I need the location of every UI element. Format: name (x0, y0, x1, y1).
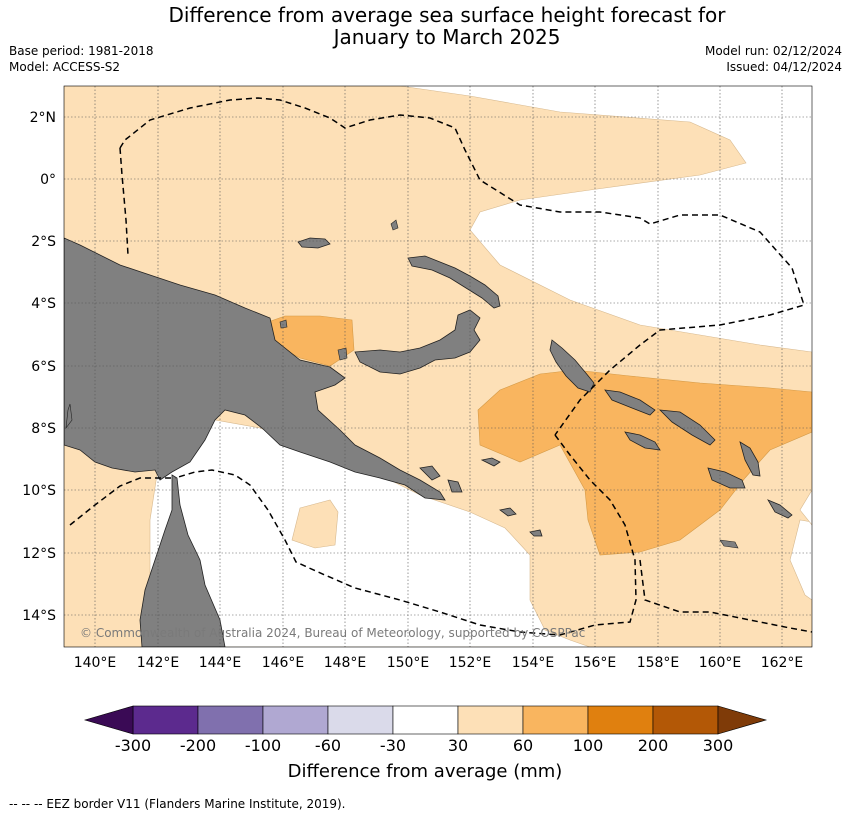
lon-label: 162°E (761, 655, 804, 671)
colorbar-tick-label: -200 (180, 736, 216, 755)
colorbar-tick-label: -300 (115, 736, 151, 755)
colorbar-segment (327, 705, 394, 735)
colorbar-segment (587, 705, 654, 735)
issued-date: Issued: 04/12/2024 (726, 60, 842, 74)
eez-legend-note: -- -- -- EEZ border V11 (Flanders Marine… (9, 797, 346, 811)
colorbar-segment (262, 705, 329, 735)
colorbar-tick-label: 30 (448, 736, 468, 755)
lon-label: 154°E (512, 655, 555, 671)
model-name: Model: ACCESS-S2 (9, 60, 121, 74)
colorbar-tick-label: 200 (638, 736, 669, 755)
eez-australia (69, 477, 175, 526)
colorbar-tick-label: 300 (703, 736, 734, 755)
colorbar-segment (652, 705, 719, 735)
lat-label: 4°S (31, 296, 56, 312)
lon-label: 152°E (449, 655, 492, 671)
title-line-2: January to March 2025 (333, 25, 561, 49)
colorbar-tick-labels: -300 -200 -100 -60 -30 30 60 100 200 300 (115, 736, 733, 755)
land-guadalcanal (707, 467, 746, 489)
meta-right: Model run: 02/12/2024 Issued: 04/12/2024 (705, 43, 842, 75)
colorbar-extend-low (83, 705, 134, 735)
land-louisiade (480, 457, 543, 537)
colorbar-segment (457, 705, 524, 735)
latitude-labels: 2°N 0° 2°S 4°S 6°S 8°S 10°S 12°S 14°S (22, 110, 56, 624)
land-makira (767, 499, 793, 519)
copyright-note: © Commonwealth of Australia 2024, Bureau… (80, 626, 585, 640)
colorbar-segment (132, 705, 199, 735)
colorbar (83, 705, 768, 735)
eez-borders (69, 97, 812, 636)
eez-solomon-east (639, 559, 812, 633)
title-line-1: Difference from average sea surface heig… (168, 3, 726, 27)
eez-png-north (119, 97, 805, 436)
lat-label: 6°S (31, 359, 56, 375)
land-santa-isabel (658, 409, 716, 446)
colorbar-tick-label: 100 (573, 736, 604, 755)
land-choiseul (604, 389, 656, 416)
anomaly-patch-gulf (291, 499, 339, 549)
base-period: Base period: 1981-2018 (9, 44, 154, 58)
chart-title: Difference from average sea surface heig… (0, 4, 850, 48)
gridlines (64, 86, 812, 647)
colorbar-title: Difference from average (mm) (287, 761, 563, 782)
eez-png-west (119, 147, 129, 256)
colorbar-segment (392, 705, 459, 735)
lon-label: 150°E (387, 655, 430, 671)
lat-label: 0° (40, 172, 56, 188)
colorbar-extend-high (717, 705, 768, 735)
colorbar-segment (197, 705, 264, 735)
colorbar-tick-label: -100 (245, 736, 281, 755)
lat-label: 2°N (30, 110, 56, 126)
anomaly-region-60-100-east (477, 369, 812, 556)
colorbar-tick-label: -30 (380, 736, 406, 755)
lon-label: 160°E (699, 655, 742, 671)
land-malaita (739, 441, 761, 477)
lat-label: 14°S (22, 608, 56, 624)
land-new-ireland (407, 255, 501, 309)
lon-label: 148°E (324, 655, 367, 671)
eez-png-south (174, 434, 637, 636)
lon-label: 140°E (74, 655, 117, 671)
lat-label: 8°S (31, 421, 56, 437)
land-new-georgia (624, 431, 661, 451)
neutral-region-gulf (149, 419, 591, 647)
lon-label: 144°E (199, 655, 242, 671)
lon-label: 146°E (262, 655, 305, 671)
lon-label: 158°E (637, 655, 680, 671)
land-manus (297, 237, 331, 249)
model-run: Model run: 02/12/2024 (704, 44, 842, 58)
meta-left: Base period: 1981-2018 Model: ACCESS-S2 (9, 43, 154, 75)
land-new-guinea (64, 237, 446, 501)
land-new-britain (354, 309, 481, 375)
neutral-region-east (799, 489, 812, 526)
lat-label: 12°S (22, 546, 56, 562)
map-panel: © Commonwealth of Australia 2024, Bureau… (64, 86, 812, 647)
lon-label: 142°E (137, 655, 180, 671)
colorbar-tick-label: -60 (315, 736, 341, 755)
map-frame (63, 85, 813, 648)
colorbar-tick-label: 60 (513, 736, 533, 755)
longitude-labels: 140°E 142°E 144°E 146°E 148°E 150°E 152°… (74, 655, 804, 671)
lon-label: 156°E (574, 655, 617, 671)
lat-label: 10°S (22, 483, 56, 499)
lat-label: 2°S (31, 234, 56, 250)
colorbar-segment (522, 705, 589, 735)
land-cape-york (139, 474, 226, 647)
land-small-islands (65, 219, 739, 549)
land-d-entrecasteaux (419, 465, 463, 493)
